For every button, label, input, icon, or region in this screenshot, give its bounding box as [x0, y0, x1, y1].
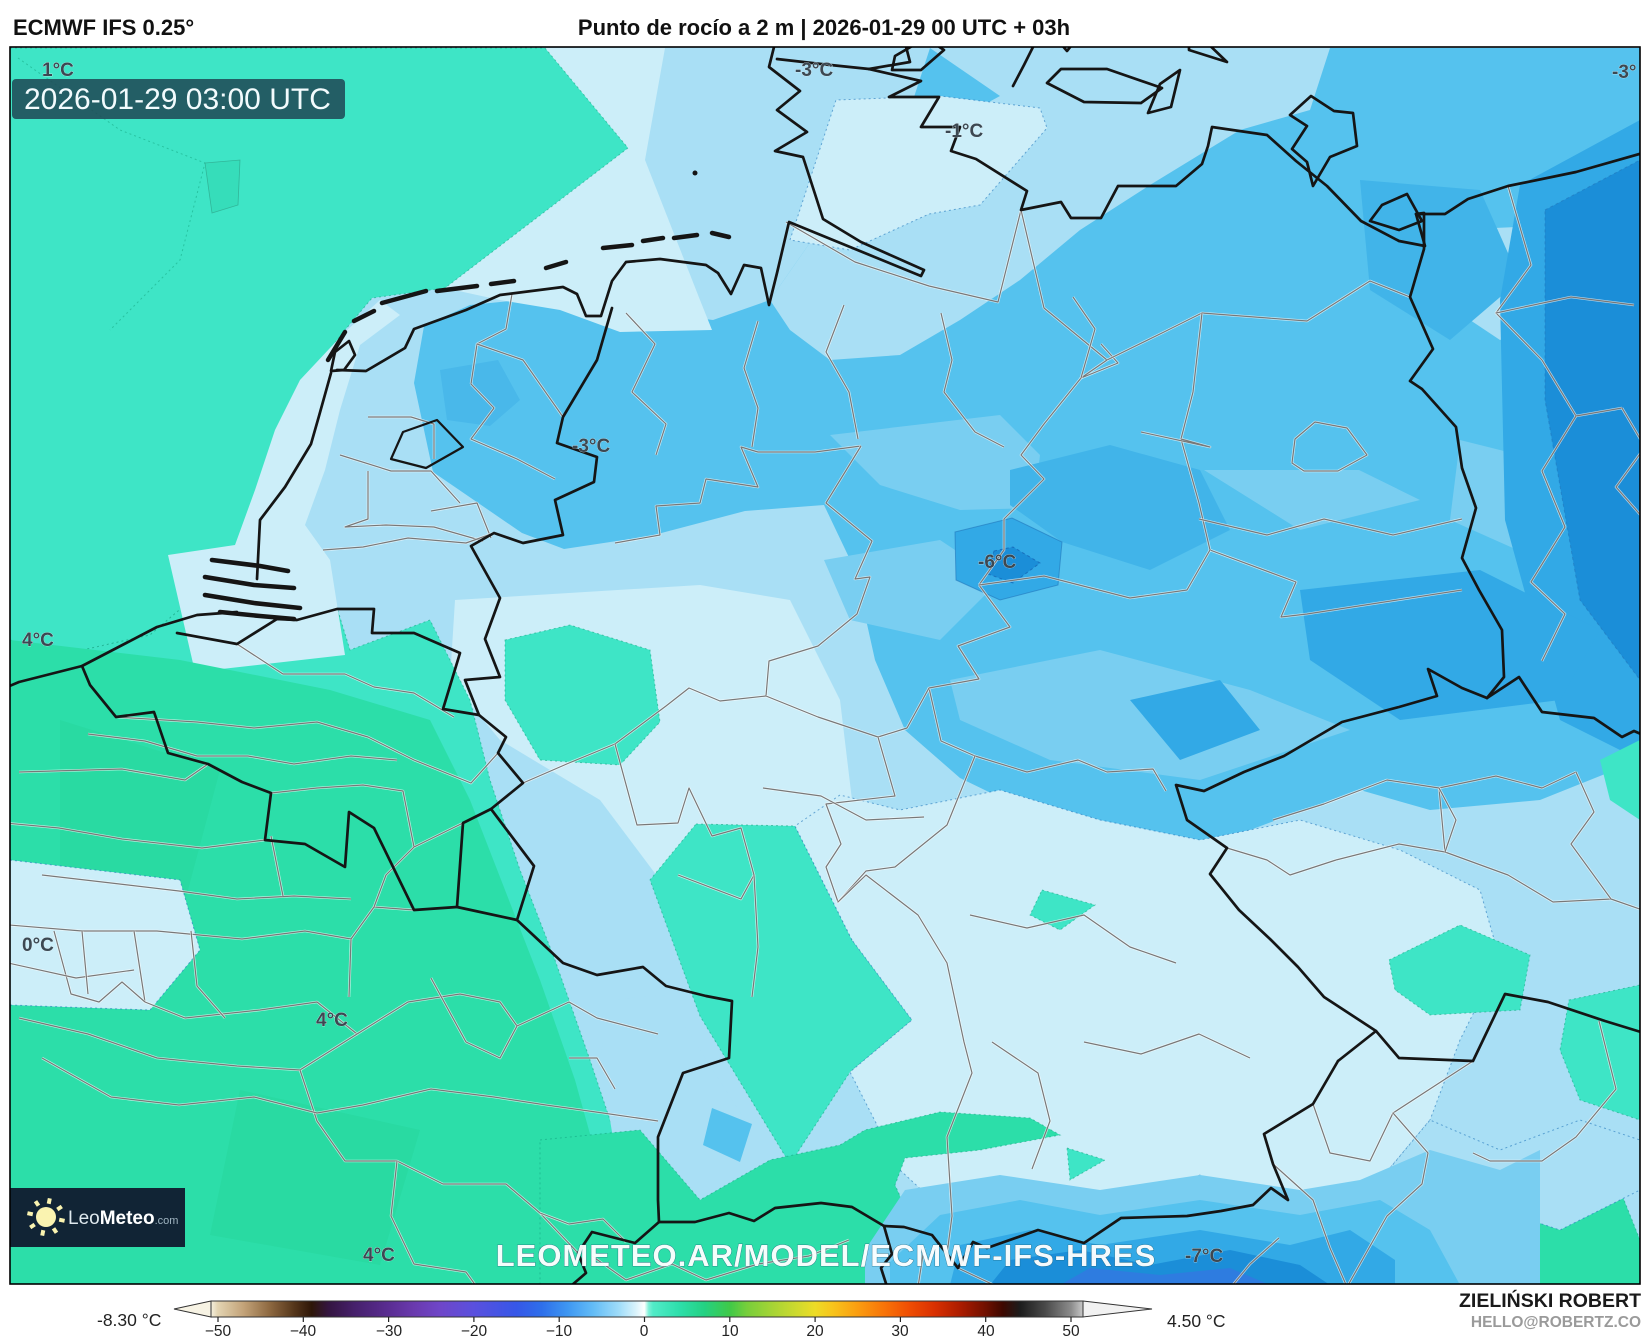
svg-text:-1°C: -1°C: [945, 121, 983, 142]
svg-text:1°C: 1°C: [42, 60, 74, 81]
svg-text:4°C: 4°C: [316, 1010, 348, 1031]
svg-text:20: 20: [806, 1323, 824, 1338]
svg-text:-3°: -3°: [1612, 62, 1637, 83]
svg-text:HELLO@ROBERTZ.CO: HELLO@ROBERTZ.CO: [1471, 1314, 1641, 1331]
svg-text:40: 40: [977, 1323, 995, 1338]
svg-text:2026-01-29 03:00 UTC: 2026-01-29 03:00 UTC: [24, 83, 331, 116]
svg-text:-3°C: -3°C: [795, 60, 833, 81]
svg-text:−10: −10: [546, 1323, 573, 1338]
svg-text:50: 50: [1062, 1323, 1080, 1338]
svg-text:−50: −50: [205, 1323, 232, 1338]
svg-text:4°C: 4°C: [363, 1245, 395, 1266]
svg-text:Punto de rocío a 2 m | 2026-01: Punto de rocío a 2 m | 2026-01-29 00 UTC…: [578, 15, 1070, 40]
svg-text:−40: −40: [290, 1323, 317, 1338]
svg-text:4.50 °C: 4.50 °C: [1167, 1311, 1226, 1331]
svg-text:LEOMETEO.AR/MODEL/ECMWF-IFS-HR: LEOMETEO.AR/MODEL/ECMWF-IFS-HRES: [496, 1238, 1157, 1273]
svg-text:-6°C: -6°C: [978, 552, 1016, 573]
svg-text:−30: −30: [376, 1323, 403, 1338]
svg-text:-8.30 °C: -8.30 °C: [97, 1310, 161, 1330]
svg-text:4°C: 4°C: [22, 630, 54, 651]
svg-text:-7°C: -7°C: [1185, 1246, 1223, 1267]
svg-text:−20: −20: [461, 1323, 488, 1338]
svg-text:10: 10: [721, 1323, 739, 1338]
svg-text:0°C: 0°C: [22, 935, 54, 956]
svg-text:0: 0: [640, 1323, 649, 1338]
svg-text:ZIELIŃSKI ROBERT: ZIELIŃSKI ROBERT: [1459, 1289, 1641, 1312]
svg-text:LeoMeteo.com: LeoMeteo.com: [68, 1208, 178, 1229]
svg-text:30: 30: [891, 1323, 909, 1338]
svg-text:-3°C: -3°C: [572, 436, 610, 457]
svg-text:ECMWF IFS 0.25°: ECMWF IFS 0.25°: [13, 15, 194, 40]
